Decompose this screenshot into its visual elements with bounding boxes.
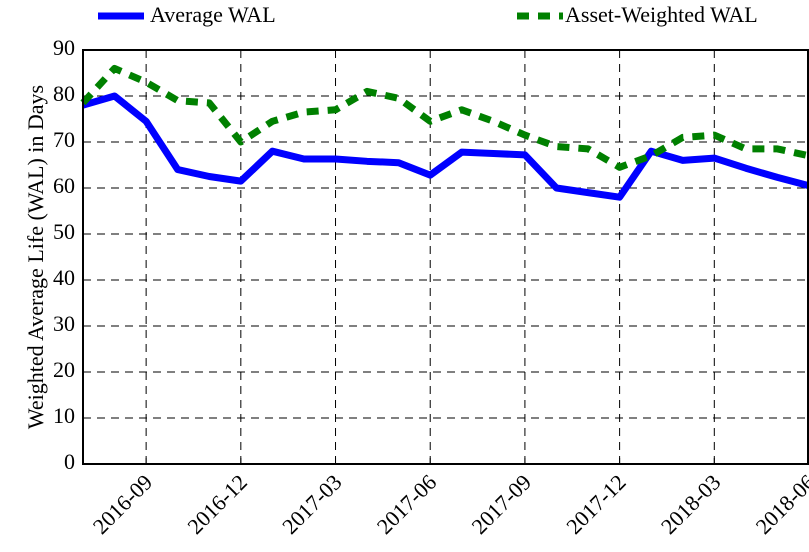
y-axis-label: Weighted Average Life (WAL) in Days	[23, 85, 48, 429]
plot-frame	[82, 49, 809, 465]
y-tick-label: 30	[53, 311, 75, 336]
x-tick-label: 2016-12	[182, 469, 252, 539]
y-tick-label: 80	[53, 81, 75, 106]
y-tick-label: 40	[53, 265, 75, 290]
y-tick-label: 20	[53, 357, 75, 382]
x-tick-label: 2017-12	[561, 469, 631, 539]
x-tick-label: 2018-06	[751, 469, 809, 539]
legend-label: Average WAL	[150, 2, 276, 27]
x-tick-label: 2017-03	[277, 469, 347, 539]
y-tick-label: 10	[53, 403, 75, 428]
y-tick-label: 0	[64, 449, 75, 474]
y-tick-label: 60	[53, 173, 75, 198]
x-tick-label: 2018-03	[656, 469, 726, 539]
y-tick-label: 70	[53, 127, 75, 152]
data-line	[82, 92, 809, 201]
y-tick-label: 90	[53, 35, 75, 60]
y-tick-label: 50	[53, 219, 75, 244]
legend-label: Asset-Weighted WAL	[565, 2, 758, 27]
data-line	[80, 64, 809, 171]
x-tick-label: 2017-06	[372, 469, 442, 539]
x-tick-label: 2017-09	[466, 469, 536, 539]
x-tick-label: 2016-09	[88, 469, 158, 539]
